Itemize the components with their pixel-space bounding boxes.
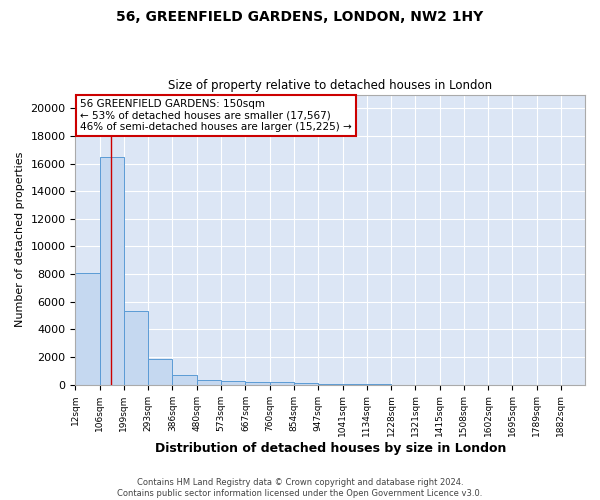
Bar <box>100 156 124 384</box>
Y-axis label: Number of detached properties: Number of detached properties <box>15 152 25 328</box>
Bar <box>294 383 318 384</box>
Bar <box>124 312 148 384</box>
Bar <box>76 272 100 384</box>
X-axis label: Distribution of detached houses by size in London: Distribution of detached houses by size … <box>155 442 506 455</box>
Bar <box>148 359 172 384</box>
Text: 56, GREENFIELD GARDENS, LONDON, NW2 1HY: 56, GREENFIELD GARDENS, LONDON, NW2 1HY <box>116 10 484 24</box>
Title: Size of property relative to detached houses in London: Size of property relative to detached ho… <box>168 79 492 92</box>
Bar <box>269 382 294 384</box>
Bar <box>245 382 269 384</box>
Bar <box>172 375 197 384</box>
Bar <box>221 382 245 384</box>
Bar <box>197 380 221 384</box>
Text: Contains HM Land Registry data © Crown copyright and database right 2024.
Contai: Contains HM Land Registry data © Crown c… <box>118 478 482 498</box>
Text: 56 GREENFIELD GARDENS: 150sqm
← 53% of detached houses are smaller (17,567)
46% : 56 GREENFIELD GARDENS: 150sqm ← 53% of d… <box>80 99 352 132</box>
